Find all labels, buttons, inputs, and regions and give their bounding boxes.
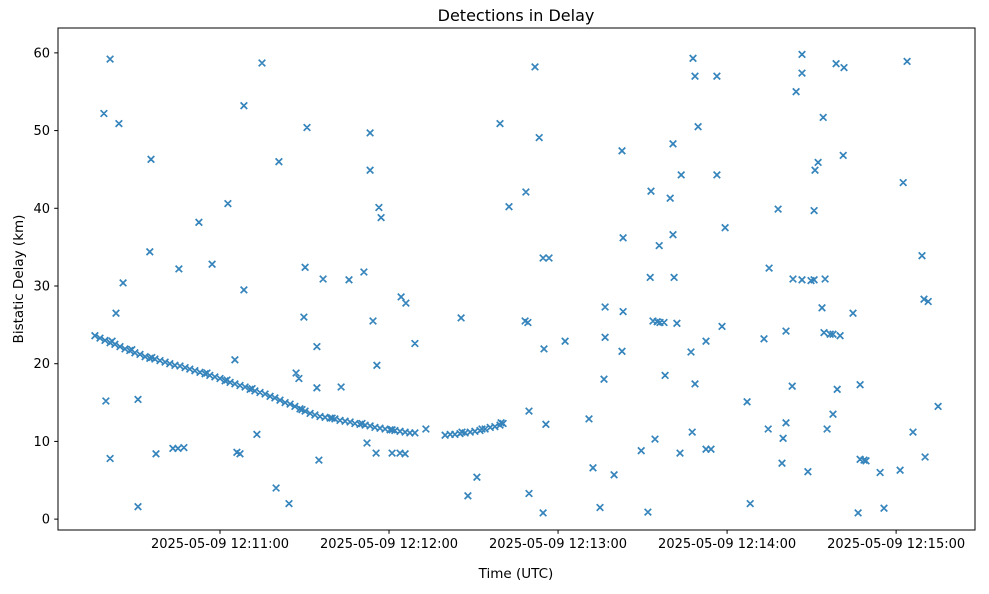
x-marker-path: [99, 50, 943, 517]
x-marker-path: [90, 331, 508, 440]
y-tick-label: 20: [33, 357, 50, 372]
y-axis-label: Bistatic Delay (km): [11, 215, 27, 344]
plot-area-border: [57, 27, 976, 531]
x-axis-ticks: 2025-05-09 12:11:00 2025-05-09 12:12:00 20…: [151, 530, 965, 552]
x-tick-label: 2025-05-09 12:12:00: [320, 537, 458, 552]
x-tick-label: 2025-05-09 12:14:00: [658, 537, 796, 552]
y-tick-label: 60: [33, 46, 50, 61]
x-tick-label: 2025-05-09 12:13:00: [489, 537, 627, 552]
x-axis-label: Time (UTC): [478, 566, 554, 582]
series-clutter-detections: [99, 50, 943, 517]
y-tick-label: 40: [33, 202, 50, 217]
detection-markers: [90, 50, 943, 517]
y-tick-label: 50: [33, 124, 50, 139]
y-tick-label: 30: [33, 279, 50, 294]
y-axis-ticks: 0 10 20 30 40 50 60: [33, 46, 58, 528]
y-tick-label: 0: [42, 513, 50, 528]
x-tick-label: 2025-05-09 12:11:00: [151, 537, 289, 552]
chart-title: Detections in Delay: [438, 6, 595, 25]
series-target-track-detections: [90, 331, 508, 440]
x-tick-label: 2025-05-09 12:15:00: [827, 537, 965, 552]
y-tick-label: 10: [33, 435, 50, 450]
